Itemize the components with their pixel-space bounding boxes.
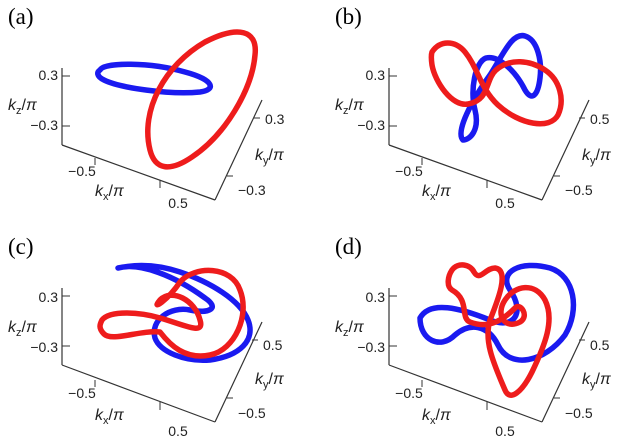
panel-label: (d): [335, 234, 362, 259]
ky-axis-label: ky/π: [582, 147, 611, 167]
x-tick-left: −0.5: [68, 163, 96, 179]
y-tick-bottom: −0.5: [565, 182, 593, 198]
red-loop: [97, 267, 246, 359]
x-tick-left: −0.5: [395, 385, 423, 401]
z-tick-top: 0.3: [366, 289, 386, 305]
z-tick-top: 0.3: [39, 289, 59, 305]
y-tick-bottom: −0.5: [565, 405, 593, 421]
x-tick-right: 0.5: [168, 423, 188, 439]
panel-b: (b) 0.3 −0.3 kz/π −0.5 0.5 kx/π 0.5 −0.5…: [335, 4, 611, 211]
z-tick-bottom: −0.3: [30, 339, 58, 355]
z-tick-top: 0.3: [366, 67, 386, 83]
panel-label: (c): [8, 234, 34, 259]
x-tick-right: 0.5: [168, 195, 188, 211]
blue-loop: [95, 61, 213, 96]
panel-d: (d) 0.3 −0.3 kz/π −0.5 0.5 kx/π 0.5 −0.5…: [335, 234, 611, 439]
kz-axis-label: kz/π: [8, 97, 37, 117]
kx-axis-label: kx/π: [422, 407, 451, 427]
y-tick-bottom: −0.3: [238, 182, 266, 198]
kz-axis-label: kz/π: [8, 319, 37, 339]
ky-axis-label: ky/π: [255, 371, 284, 391]
y-tick-bottom: −0.5: [238, 405, 266, 421]
z-tick-bottom: −0.3: [357, 117, 385, 133]
x-tick-right: 0.5: [495, 423, 515, 439]
panel-label: (a): [8, 4, 34, 29]
kz-axis-label: kz/π: [335, 97, 364, 117]
y-tick-top: 0.5: [590, 337, 610, 353]
z-tick-bottom: −0.3: [30, 117, 58, 133]
kz-axis-label: kz/π: [335, 319, 364, 339]
z-tick-bottom: −0.3: [357, 339, 385, 355]
kx-axis-label: kx/π: [422, 183, 451, 203]
y-tick-top: 0.5: [590, 111, 610, 127]
x-tick-right: 0.5: [495, 195, 515, 211]
panel-c: (c) 0.3 −0.3 kz/π −0.5 0.5 kx/π 0.5 −0.5…: [8, 234, 284, 439]
x-axis: [61, 144, 216, 201]
red-loop: [428, 40, 564, 127]
red-loop: [145, 29, 258, 170]
ky-axis-label: ky/π: [255, 147, 284, 167]
x-tick-left: −0.5: [68, 385, 96, 401]
panel-a: (a) 0.3 −0.3 kz/π −0.5 0.5 kx/π 0.3 −0.3…: [8, 4, 285, 211]
y-tick-top: 0.5: [263, 337, 283, 353]
y-tick-top: 0.3: [265, 111, 285, 127]
y-axis: [214, 99, 263, 201]
kx-axis-label: kx/π: [95, 407, 124, 427]
red-loop: [445, 262, 552, 398]
ky-axis-label: ky/π: [582, 371, 611, 391]
panel-label: (b): [335, 4, 362, 29]
x-tick-left: −0.5: [395, 163, 423, 179]
kx-axis-label: kx/π: [95, 183, 124, 203]
z-tick-top: 0.3: [39, 67, 59, 83]
